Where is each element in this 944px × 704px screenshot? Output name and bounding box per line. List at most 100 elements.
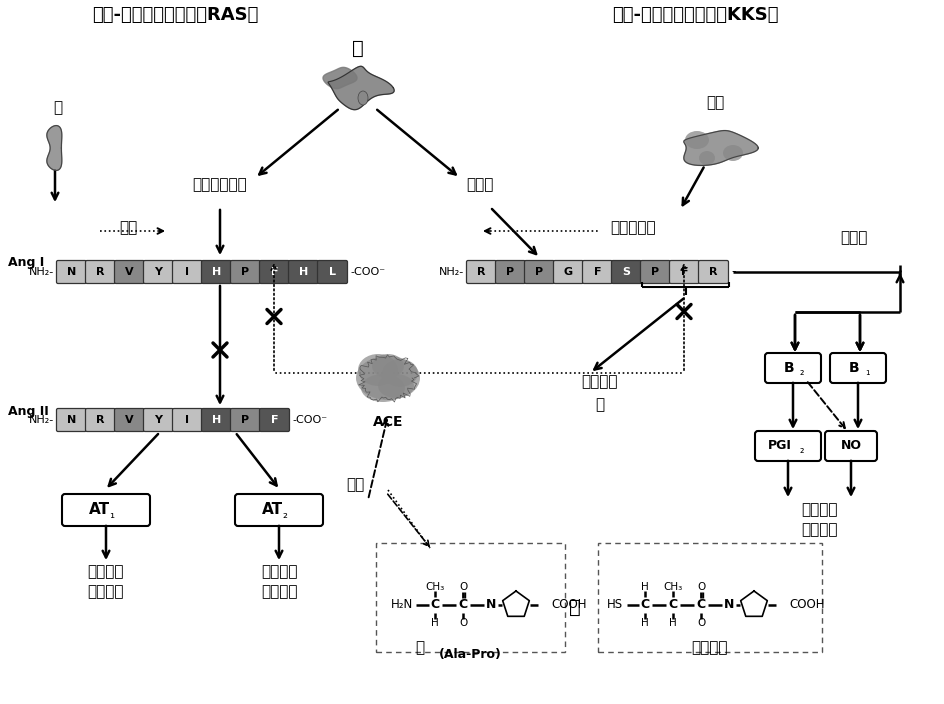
Polygon shape bbox=[323, 68, 357, 89]
FancyBboxPatch shape bbox=[143, 260, 174, 284]
Ellipse shape bbox=[722, 145, 742, 161]
Polygon shape bbox=[683, 130, 757, 165]
Ellipse shape bbox=[372, 354, 404, 378]
Text: F: F bbox=[271, 267, 278, 277]
Text: NH₂-: NH₂- bbox=[28, 267, 54, 277]
Text: 血管收缩: 血管收缩 bbox=[88, 565, 124, 579]
Text: N: N bbox=[67, 415, 76, 425]
FancyBboxPatch shape bbox=[288, 260, 318, 284]
Text: I: I bbox=[185, 415, 190, 425]
Text: COOH: COOH bbox=[550, 598, 586, 612]
Text: ₂: ₂ bbox=[282, 508, 287, 520]
Text: 血压下降: 血压下降 bbox=[261, 584, 297, 600]
Text: H: H bbox=[211, 267, 221, 277]
Text: R: R bbox=[96, 415, 105, 425]
Text: 血压下降: 血压下降 bbox=[801, 522, 837, 537]
Text: V: V bbox=[125, 267, 134, 277]
FancyBboxPatch shape bbox=[230, 260, 261, 284]
Text: 肾: 肾 bbox=[54, 101, 62, 115]
FancyBboxPatch shape bbox=[829, 353, 885, 383]
Text: V: V bbox=[125, 415, 134, 425]
Ellipse shape bbox=[699, 151, 715, 165]
FancyBboxPatch shape bbox=[524, 260, 554, 284]
FancyBboxPatch shape bbox=[173, 260, 202, 284]
Text: Ang II: Ang II bbox=[8, 405, 49, 418]
Text: R: R bbox=[477, 267, 485, 277]
Ellipse shape bbox=[684, 131, 708, 149]
Text: 血压上升: 血压上升 bbox=[88, 584, 124, 600]
Text: F: F bbox=[271, 415, 278, 425]
FancyBboxPatch shape bbox=[754, 431, 820, 461]
Text: 抑制: 抑制 bbox=[346, 477, 363, 493]
Text: 激肽释放酶: 激肽释放酶 bbox=[610, 220, 655, 236]
Polygon shape bbox=[47, 125, 61, 170]
Text: 胰腺: 胰腺 bbox=[705, 96, 723, 111]
FancyBboxPatch shape bbox=[230, 408, 261, 432]
Text: (Ala-Pro): (Ala-Pro) bbox=[438, 648, 501, 661]
Ellipse shape bbox=[358, 91, 367, 105]
Ellipse shape bbox=[381, 359, 417, 387]
Text: H: H bbox=[430, 618, 438, 628]
Text: B: B bbox=[848, 361, 858, 375]
Ellipse shape bbox=[358, 354, 397, 386]
Text: C: C bbox=[696, 598, 705, 612]
Text: CH₃: CH₃ bbox=[663, 582, 682, 592]
FancyBboxPatch shape bbox=[85, 260, 115, 284]
FancyBboxPatch shape bbox=[611, 260, 641, 284]
Text: H: H bbox=[640, 582, 649, 592]
Text: H₂N: H₂N bbox=[391, 598, 413, 612]
Text: P: P bbox=[535, 267, 543, 277]
Text: C: C bbox=[640, 598, 649, 612]
Text: R: R bbox=[96, 267, 105, 277]
FancyBboxPatch shape bbox=[114, 260, 144, 284]
FancyBboxPatch shape bbox=[668, 260, 699, 284]
Text: CH₃: CH₃ bbox=[425, 582, 445, 592]
Text: 血管紧张素原: 血管紧张素原 bbox=[193, 177, 247, 192]
Text: 非活动片: 非活动片 bbox=[582, 375, 617, 389]
FancyBboxPatch shape bbox=[201, 408, 231, 432]
FancyBboxPatch shape bbox=[57, 260, 87, 284]
Text: 肝: 肝 bbox=[352, 39, 363, 58]
Text: 卡托普利: 卡托普利 bbox=[691, 641, 728, 655]
Text: N: N bbox=[723, 598, 733, 612]
Text: F: F bbox=[680, 267, 687, 277]
Text: N: N bbox=[67, 267, 76, 277]
Text: O: O bbox=[459, 582, 466, 592]
Text: H: H bbox=[640, 618, 649, 628]
FancyBboxPatch shape bbox=[495, 260, 525, 284]
FancyBboxPatch shape bbox=[466, 260, 496, 284]
Text: ₁: ₁ bbox=[864, 367, 868, 377]
Text: H: H bbox=[298, 267, 308, 277]
FancyBboxPatch shape bbox=[598, 543, 821, 652]
Text: 血管舒张: 血管舒张 bbox=[801, 503, 837, 517]
Text: L: L bbox=[329, 267, 336, 277]
Text: NO: NO bbox=[839, 439, 861, 453]
Text: 缓激肽: 缓激肽 bbox=[839, 230, 867, 246]
Text: NH₂-: NH₂- bbox=[438, 267, 464, 277]
Text: I: I bbox=[185, 267, 190, 277]
Text: R: R bbox=[709, 267, 717, 277]
FancyBboxPatch shape bbox=[824, 431, 876, 461]
Text: ₁: ₁ bbox=[110, 508, 114, 520]
FancyBboxPatch shape bbox=[376, 543, 565, 652]
Text: P: P bbox=[241, 267, 249, 277]
Ellipse shape bbox=[378, 374, 413, 398]
Text: 激肽原: 激肽原 bbox=[465, 177, 493, 192]
Text: F: F bbox=[593, 267, 600, 277]
FancyBboxPatch shape bbox=[765, 353, 820, 383]
Text: O: O bbox=[696, 618, 704, 628]
Text: AT: AT bbox=[89, 503, 110, 517]
Text: B: B bbox=[783, 361, 794, 375]
Text: ACE: ACE bbox=[372, 415, 403, 429]
Ellipse shape bbox=[356, 356, 419, 400]
Text: 血管舒张: 血管舒张 bbox=[261, 565, 297, 579]
Text: H: H bbox=[211, 415, 221, 425]
Text: G: G bbox=[564, 267, 572, 277]
FancyBboxPatch shape bbox=[260, 408, 289, 432]
FancyBboxPatch shape bbox=[698, 260, 728, 284]
Text: O: O bbox=[459, 618, 466, 628]
FancyBboxPatch shape bbox=[143, 408, 174, 432]
FancyBboxPatch shape bbox=[173, 408, 202, 432]
Text: -: - bbox=[731, 265, 734, 279]
Text: NH₂-: NH₂- bbox=[28, 415, 54, 425]
